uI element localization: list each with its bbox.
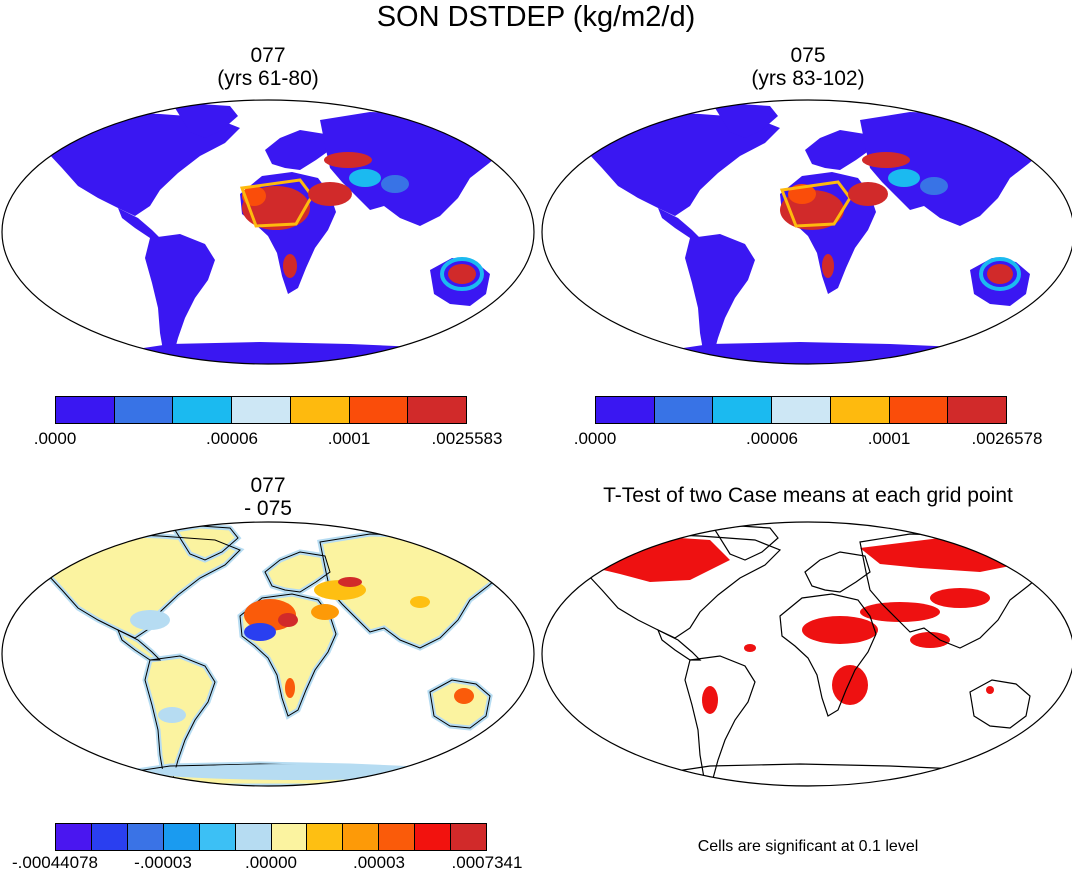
colorbar-swatch — [451, 824, 487, 850]
colorbar-077 — [55, 396, 467, 424]
tick-label: .0001 — [327, 429, 371, 448]
panel-title-ttest: T-Test of two Case means at each grid po… — [603, 484, 1013, 507]
colorbar-075 — [595, 396, 1007, 424]
panel-title-difference: 077 - 075 — [0, 474, 536, 520]
case-name: 077 — [250, 474, 286, 497]
difference-label: - 075 — [244, 497, 292, 520]
dust-hotspots — [239, 152, 484, 291]
panel-title-077: 077 (yrs 61-80) — [0, 44, 536, 90]
colorbar-swatch — [948, 397, 1007, 423]
colorbar-swatch — [772, 397, 831, 423]
tick-label: -.00003 — [134, 853, 192, 872]
colorbar-swatch — [596, 397, 655, 423]
land-mass — [580, 104, 1055, 364]
tick-label: .0000 — [573, 429, 617, 448]
colorbar-swatch — [889, 397, 949, 423]
colorbar-swatch — [127, 824, 164, 850]
tick-label: -.00044078 — [11, 853, 99, 872]
map-ttest — [541, 521, 1072, 787]
colorbar-swatch — [408, 397, 467, 423]
colorbar-swatch — [232, 397, 291, 423]
panel-title-075: 075 (yrs 83-102) — [540, 44, 1072, 90]
land-mass — [40, 526, 515, 786]
colorbar-swatch — [173, 397, 233, 423]
tick-label: .00003 — [353, 853, 405, 872]
case-name: 075 — [790, 44, 826, 67]
tick-label: .0001 — [867, 429, 911, 448]
colorbar-swatch — [199, 824, 236, 850]
year-range: (yrs 83-102) — [751, 67, 865, 90]
tick-label: .00006 — [746, 429, 798, 448]
map-boundary — [541, 521, 1072, 787]
case-name: 077 — [250, 44, 286, 67]
tick-label: .0026578 — [971, 429, 1043, 448]
tick-label: .00006 — [206, 429, 258, 448]
figure-title: SON DSTDEP (kg/m2/d) — [376, 1, 696, 33]
significance-note: Cells are significant at 0.1 level — [697, 838, 919, 855]
colorbar-swatch — [349, 397, 409, 423]
map-boundary — [541, 99, 1072, 365]
colorbar-swatch — [163, 824, 200, 850]
colorbar-swatch — [290, 397, 350, 423]
colorbar-swatch — [114, 397, 174, 423]
year-range: (yrs 61-80) — [217, 67, 319, 90]
map-075 — [541, 99, 1072, 365]
colorbar-swatch — [343, 824, 380, 850]
land-mass — [40, 104, 515, 364]
colorbar-swatch — [56, 397, 115, 423]
tick-label: .0000 — [33, 429, 77, 448]
tick-label: .00000 — [245, 853, 297, 872]
colorbar-swatch — [654, 397, 714, 423]
colorbar-swatch — [56, 824, 92, 850]
colorbar-swatch — [235, 824, 272, 850]
colorbar-swatch — [379, 824, 416, 850]
dust-hotspots — [779, 152, 1021, 291]
map-077 — [1, 99, 535, 365]
map-difference — [1, 521, 535, 787]
colorbar-swatch — [415, 824, 452, 850]
map-boundary — [1, 99, 535, 365]
colorbar-swatch — [713, 397, 773, 423]
tick-label: .0007341 — [451, 853, 523, 872]
colorbar-swatch — [91, 824, 128, 850]
colorbar-swatch — [307, 824, 344, 850]
colorbar-swatch — [830, 397, 890, 423]
colorbar-swatch — [271, 824, 308, 850]
tick-label: .0025583 — [431, 429, 503, 448]
colorbar-difference — [55, 823, 487, 851]
map-boundary — [1, 521, 535, 787]
